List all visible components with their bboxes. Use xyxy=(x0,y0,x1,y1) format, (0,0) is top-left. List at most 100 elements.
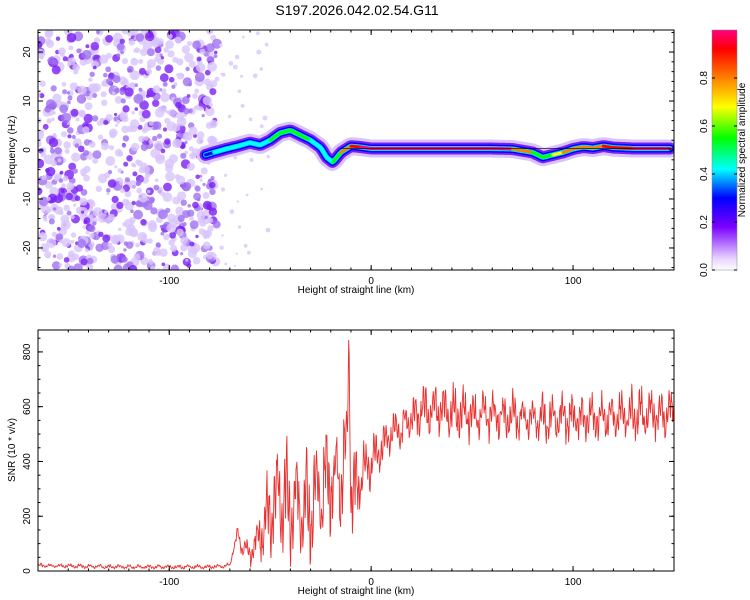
noise-blob xyxy=(160,148,166,154)
trace-core-segment xyxy=(299,133,313,142)
noise-blob xyxy=(141,109,151,119)
noise-blob xyxy=(92,207,103,217)
noise-blob xyxy=(138,67,146,75)
noise-blob xyxy=(113,264,123,270)
noise-blob xyxy=(46,118,52,124)
noise-blob xyxy=(120,98,126,104)
y-tick-label: -20 xyxy=(22,240,33,255)
trace-core-segment xyxy=(236,141,252,148)
noise-blob xyxy=(107,242,113,248)
noise-blob xyxy=(148,139,154,145)
noise-blob xyxy=(110,234,120,245)
noise-blob xyxy=(154,108,165,118)
noise-blob xyxy=(160,56,165,60)
noise-blob xyxy=(209,181,216,189)
noise-blob xyxy=(138,135,145,143)
noise-blob xyxy=(227,114,232,119)
noise-blob xyxy=(211,38,222,49)
noise-blob xyxy=(168,109,177,117)
noise-blob xyxy=(61,82,67,87)
noise-blob xyxy=(131,200,136,206)
noise-blob xyxy=(209,88,217,96)
noise-blob xyxy=(241,35,245,39)
noise-blob xyxy=(131,162,136,167)
noise-blob xyxy=(101,81,107,87)
noise-blob xyxy=(256,49,262,55)
noise-blob xyxy=(128,227,138,237)
noise-blob xyxy=(163,47,169,53)
noise-blob xyxy=(262,115,268,121)
noise-blob xyxy=(209,119,218,129)
noise-blob xyxy=(260,187,264,191)
noise-blob xyxy=(83,150,90,156)
noise-blob xyxy=(170,264,179,270)
noise-blob xyxy=(197,217,204,224)
noise-blob xyxy=(180,152,187,159)
noise-blob xyxy=(52,261,61,270)
noise-blob xyxy=(105,34,113,43)
trace-core-segment xyxy=(288,128,302,137)
noise-blob xyxy=(208,178,212,183)
noise-blob xyxy=(194,88,200,94)
noise-blob xyxy=(54,147,62,155)
noise-blob xyxy=(85,230,90,235)
noise-blob xyxy=(123,219,134,229)
noise-blob xyxy=(60,220,71,230)
trace-core-segment xyxy=(349,144,363,149)
noise-blob xyxy=(249,157,254,162)
noise-blob xyxy=(119,90,125,96)
noise-blob xyxy=(168,218,178,228)
trace-core-segment xyxy=(248,141,262,147)
noise-blob xyxy=(52,133,57,137)
noise-blob xyxy=(98,231,104,237)
noise-blob xyxy=(177,214,185,223)
noise-blob xyxy=(202,200,212,210)
y-tick-label: 600 xyxy=(22,398,33,415)
noise-blob xyxy=(182,222,187,227)
noise-blob xyxy=(105,156,116,166)
noise-blob xyxy=(71,152,81,162)
noise-blob xyxy=(48,218,55,225)
noise-blob xyxy=(157,38,164,45)
noise-blob xyxy=(165,171,175,182)
noise-blob xyxy=(52,59,59,65)
noise-blob xyxy=(41,232,45,236)
noise-blob xyxy=(88,224,96,233)
trace-core-segment xyxy=(511,147,535,154)
noise-blob xyxy=(168,239,175,246)
noise-blob xyxy=(199,178,203,182)
noise-blob xyxy=(88,232,95,239)
noise-blob xyxy=(66,210,72,216)
noise-blob xyxy=(150,265,156,270)
noise-blob xyxy=(42,123,49,130)
noise-blob xyxy=(206,55,215,64)
chart-title: S197.2026.042.02.54.G11 xyxy=(275,2,438,18)
noise-blob xyxy=(47,193,58,204)
noise-blob xyxy=(198,228,206,235)
noise-blob xyxy=(172,138,182,149)
x-tick-label: -100 xyxy=(159,276,179,287)
noise-blob xyxy=(176,228,184,237)
noise-blob xyxy=(184,133,193,141)
noise-blob xyxy=(119,38,126,44)
noise-blob xyxy=(213,50,218,55)
noise-blob xyxy=(166,121,177,132)
noise-blob xyxy=(189,216,194,221)
y-tick-label: -10 xyxy=(22,191,33,206)
noise-blob xyxy=(131,110,135,115)
trace-core-segment xyxy=(561,147,575,154)
noise-blob xyxy=(106,188,111,193)
noise-blob xyxy=(40,151,47,158)
noise-blob xyxy=(237,225,242,229)
noise-blob xyxy=(136,160,143,167)
noise-blob xyxy=(125,241,134,249)
noise-blob xyxy=(192,201,199,209)
noise-blob xyxy=(64,148,70,154)
noise-blob xyxy=(70,232,77,238)
noise-blob xyxy=(188,60,196,68)
noise-blob xyxy=(84,102,93,110)
noise-blob xyxy=(75,184,84,192)
noise-blob xyxy=(186,209,195,217)
noise-blob xyxy=(229,209,235,214)
noise-blob xyxy=(146,68,153,75)
